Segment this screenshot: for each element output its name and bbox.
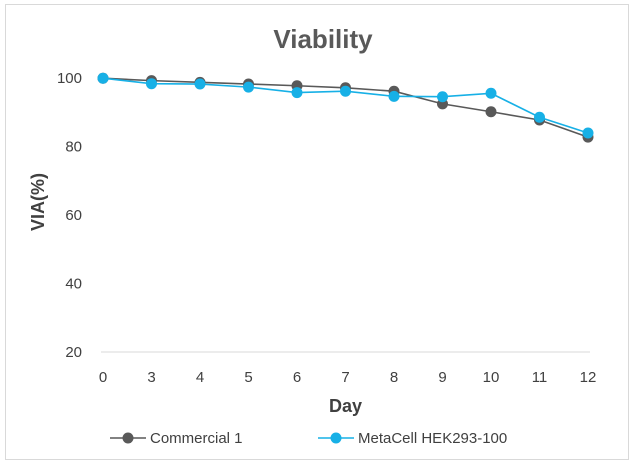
y-tick-label: 20 <box>65 344 82 361</box>
legend-label: MetaCell HEK293-100 <box>358 430 507 447</box>
legend-item: MetaCell HEK293-100 <box>318 430 507 447</box>
data-point <box>388 90 400 102</box>
data-point <box>194 78 206 90</box>
data-point <box>97 72 109 84</box>
data-point <box>485 106 497 118</box>
data-point <box>437 91 448 103</box>
y-axis-title: VIA(%) <box>28 173 48 231</box>
x-tick-label: 8 <box>390 369 398 386</box>
x-tick-label: 7 <box>341 369 349 386</box>
data-point <box>243 81 254 93</box>
y-tick-label: 100 <box>57 70 82 87</box>
series-layer <box>97 72 594 143</box>
y-tick-label: 80 <box>65 139 82 156</box>
legend: Commercial 1 MetaCell HEK293-100 <box>110 430 507 447</box>
data-point <box>146 78 157 90</box>
data-point <box>485 87 497 99</box>
x-tick-label: 6 <box>293 369 301 386</box>
data-point <box>582 127 594 139</box>
chart-frame <box>5 4 629 460</box>
y-axis-ticks: 20 40 60 80 100 <box>57 70 82 361</box>
x-tick-label: 11 <box>532 369 548 386</box>
x-tick-label: 9 <box>438 369 446 386</box>
legend-marker <box>330 432 342 444</box>
x-axis-ticks: 0 3 4 5 6 7 8 9 10 11 12 <box>99 369 597 386</box>
series-2 <box>97 72 594 139</box>
x-tick-label: 3 <box>147 369 155 386</box>
legend-item: Commercial 1 <box>110 430 243 447</box>
chart-title: Viability <box>273 24 373 54</box>
x-tick-label: 10 <box>483 369 500 386</box>
y-tick-label: 40 <box>65 276 82 293</box>
legend-label: Commercial 1 <box>150 430 243 447</box>
data-point <box>291 87 303 99</box>
x-tick-label: 0 <box>99 369 107 386</box>
y-tick-label: 60 <box>65 207 82 224</box>
data-point <box>340 85 351 97</box>
x-axis-title: Day <box>329 396 362 416</box>
data-point <box>534 111 545 123</box>
legend-marker <box>122 432 134 444</box>
x-tick-label: 4 <box>196 369 204 386</box>
x-tick-label: 5 <box>244 369 252 386</box>
x-tick-label: 12 <box>580 369 597 386</box>
